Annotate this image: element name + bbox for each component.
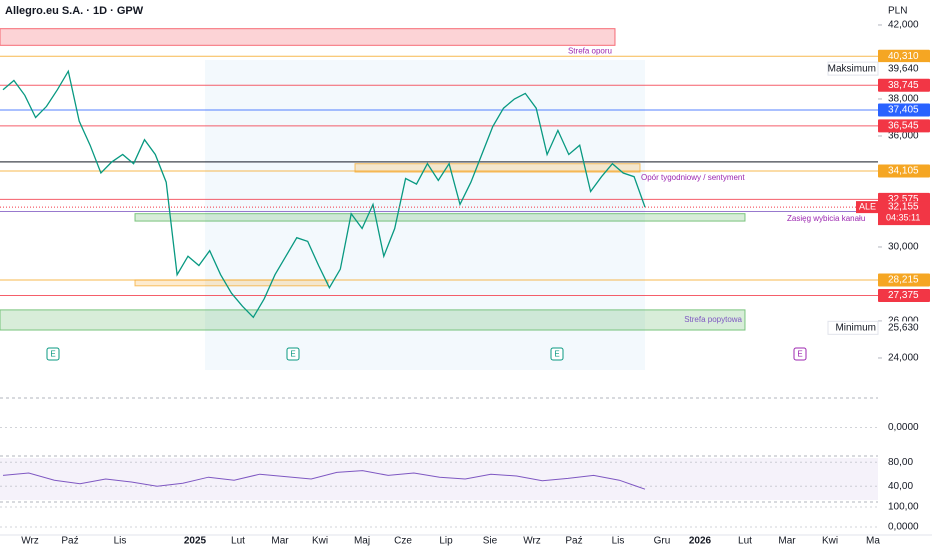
x-tick-label: Wrz — [21, 536, 39, 547]
y-tick-label: 40,00 — [888, 481, 913, 492]
y-tick-label: 30,000 — [888, 242, 919, 253]
x-tick-label: Ma — [866, 536, 880, 547]
level-badge — [878, 49, 930, 63]
event-icon — [286, 347, 300, 361]
zone-label: Strefa popytowa — [684, 315, 742, 324]
level-badge — [878, 164, 930, 178]
x-tick-label: 2025 — [184, 536, 207, 547]
zone-label: Strefa oporu — [568, 46, 612, 55]
currency: PLN — [888, 6, 907, 17]
x-tick-label: Lut — [738, 536, 752, 547]
zone — [134, 213, 746, 222]
chart-title: Allegro.eu S.A. · 1D · GPW — [5, 5, 144, 17]
level-name-badge — [827, 61, 879, 76]
price-line — [2, 69, 646, 319]
level-label: 28,215 — [888, 275, 919, 286]
level-badge — [878, 78, 930, 92]
y-tick-label: 36,000 — [888, 131, 919, 142]
event-label: E — [290, 350, 295, 359]
x-tick-label: Sie — [483, 536, 498, 547]
rsi-line — [2, 470, 646, 490]
level-badge — [878, 321, 930, 335]
y-tick-label: 38,000 — [888, 94, 919, 105]
level-badge — [878, 289, 930, 303]
level-badge — [878, 119, 930, 133]
event-label: E — [797, 350, 802, 359]
zone — [134, 279, 329, 287]
y-tick-label: 26,000 — [888, 316, 919, 327]
x-tick-label: Kwi — [312, 536, 328, 547]
x-tick-label: Lis — [612, 536, 625, 547]
x-tick-label: Paź — [61, 536, 78, 547]
level-label: 40,310 — [888, 51, 919, 62]
level-label: 34,105 — [888, 166, 919, 177]
background-highlight — [205, 60, 645, 370]
event-label: E — [554, 350, 559, 359]
level-name: Minimum — [835, 322, 876, 333]
event-icon — [550, 347, 564, 361]
last-label: 32,155 — [888, 202, 919, 213]
symbol: ALE — [859, 201, 876, 211]
last-badge — [878, 201, 930, 226]
level-label: 27,375 — [888, 290, 919, 301]
event-label: E — [50, 350, 55, 359]
rsi-band — [0, 458, 878, 500]
level-label: 32,575 — [888, 194, 919, 205]
y-tick-label: 100,00 — [888, 502, 919, 513]
timer: 04:35:11 — [886, 212, 920, 222]
level-name: Maksimum — [828, 63, 876, 74]
symbol-badge — [856, 201, 878, 214]
x-tick-label: Mar — [778, 536, 796, 547]
x-tick-label: Lip — [439, 536, 453, 547]
y-tick-label: 80,00 — [888, 457, 913, 468]
level-label: 36,545 — [888, 121, 919, 132]
y-tick-label: 0,0000 — [888, 522, 919, 533]
x-tick-label: Gru — [654, 536, 671, 547]
x-tick-label: Wrz — [523, 536, 541, 547]
level-label: 39,640 — [888, 63, 919, 74]
zone — [0, 309, 746, 331]
x-tick-label: 2026 — [689, 536, 712, 547]
x-tick-label: Paź — [565, 536, 582, 547]
level-label: 25,630 — [888, 322, 919, 333]
level-label: 38,745 — [888, 80, 919, 91]
x-tick-label: Cze — [394, 536, 412, 547]
event-icon — [46, 347, 60, 361]
annotation: Zasięg wybicia kanału — [787, 214, 865, 223]
zone — [354, 163, 641, 173]
level-badge — [878, 103, 930, 117]
zone — [0, 28, 616, 46]
event-icon — [793, 347, 807, 361]
x-tick-label: Maj — [354, 536, 370, 547]
y-tick-label: 42,000 — [888, 20, 919, 31]
x-tick-label: Lut — [231, 536, 245, 547]
level-badge — [878, 273, 930, 287]
level-label: 37,405 — [888, 105, 919, 116]
level-name-badge — [827, 320, 879, 335]
y-tick-label: 0,0000 — [888, 422, 919, 433]
x-tick-label: Kwi — [822, 536, 838, 547]
y-tick-label: 24,000 — [888, 353, 919, 364]
x-tick-label: Lis — [114, 536, 127, 547]
x-tick-label: Mar — [271, 536, 289, 547]
level-badge — [878, 62, 930, 76]
annotation: Opór tygodniowy / sentyment — [641, 173, 745, 182]
